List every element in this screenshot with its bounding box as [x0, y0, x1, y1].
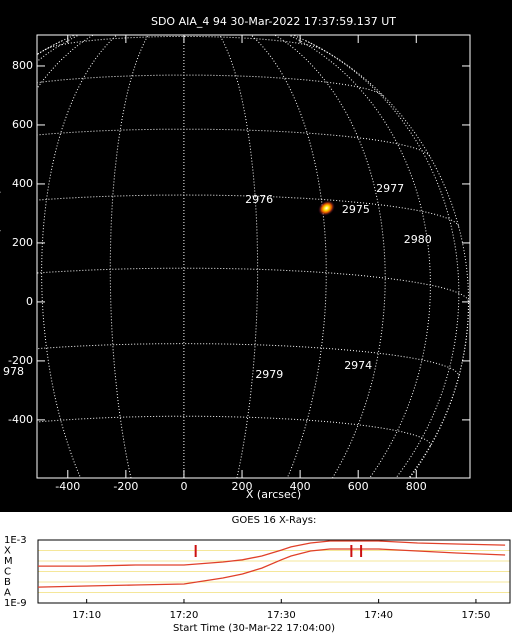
y-tick-label: B: [4, 577, 11, 588]
grid-line: [37, 415, 431, 447]
chart-title: GOES 16 X-Rays:: [232, 515, 317, 526]
grid-line: [44, 36, 324, 51]
x-tick-label: 200: [232, 480, 253, 493]
y-axis-label: Y (arcsec): [0, 189, 2, 244]
x-tick-label: 600: [348, 480, 369, 493]
region-label: 2974: [344, 359, 372, 372]
region-label: 2977: [376, 182, 404, 195]
region-label: 2980: [404, 233, 432, 246]
x-tick-label: 400: [290, 480, 311, 493]
x-tick-label: 17:30: [267, 610, 296, 621]
y-tick-label: M: [4, 556, 13, 567]
y-tick-label: -200: [8, 354, 33, 367]
x-tick-label: -200: [113, 480, 138, 493]
x-tick-label: 17:10: [72, 610, 101, 621]
y-tick-label: A: [4, 588, 11, 599]
grid-line: [219, 35, 259, 478]
x-tick-label: 800: [406, 480, 427, 493]
grid-line: [133, 586, 184, 589]
x-tick-label: -400: [55, 480, 80, 493]
y-tick-label: C: [4, 567, 11, 578]
y-tick-label: 200: [12, 236, 33, 249]
x-tick-label: 17:20: [170, 610, 199, 621]
image-background: [0, 0, 512, 512]
region-label: 978: [3, 365, 24, 378]
series-line: [37, 548, 506, 588]
heliographic-grid: [37, 35, 469, 591]
grid-line: [273, 35, 386, 478]
region-label: 2979: [255, 368, 283, 381]
grid-line: [184, 589, 212, 590]
x-axis-label: Start Time (30-Mar-22 17:04:00): [173, 623, 335, 634]
x-tick-label: 17:50: [462, 610, 491, 621]
x-tick-label: 0: [180, 480, 187, 493]
plot-frame: [37, 539, 511, 604]
plot-frame: [36, 34, 471, 479]
grid-line: [250, 35, 327, 478]
x-axis-label: X (arcsec): [246, 488, 301, 501]
grid-line: [109, 35, 149, 478]
grid-line: [110, 571, 257, 584]
grid-line: [169, 589, 184, 591]
grid-line: [184, 589, 192, 591]
y-tick-label: 600: [12, 118, 33, 131]
grid-line: [287, 35, 431, 478]
grid-line: [184, 586, 235, 589]
grid-line: [176, 589, 184, 591]
y-tick-label: 400: [12, 177, 33, 190]
y-tick-label: 800: [12, 59, 33, 72]
grid-line: [37, 194, 460, 227]
grid-line: [184, 589, 199, 591]
y-tick-label: X: [4, 546, 11, 557]
y-tick-label: -400: [8, 413, 33, 426]
flare: [318, 200, 335, 216]
y-tick-label: 1E-3: [4, 535, 27, 546]
grid-line: [37, 343, 460, 377]
x-tick-label: 17:40: [364, 610, 393, 621]
grid-line: [184, 568, 296, 589]
y-tick-label: 0: [26, 295, 33, 308]
grid-line: [156, 589, 184, 590]
y-tick-label: 1E-9: [4, 598, 27, 609]
region-label: 2975: [342, 203, 370, 216]
region-label: 2976: [245, 193, 273, 206]
chart-title: SDO AIA_4 94 30-Mar-2022 17:37:59.137 UT: [151, 15, 396, 28]
series-line: [38, 540, 506, 567]
